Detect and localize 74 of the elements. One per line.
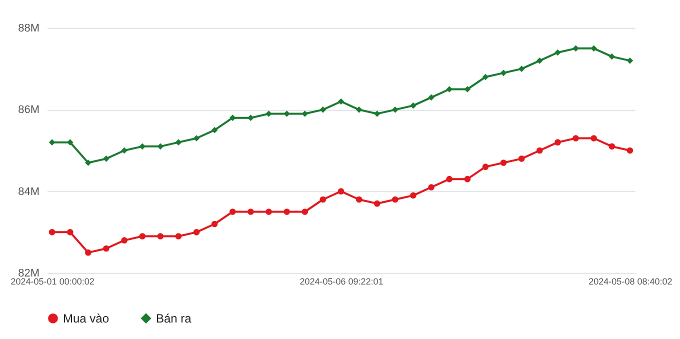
point — [392, 106, 398, 113]
point — [410, 192, 416, 199]
point — [266, 110, 272, 117]
point — [302, 110, 308, 117]
point — [320, 106, 326, 113]
point — [482, 74, 489, 80]
point — [175, 233, 182, 240]
point — [608, 53, 616, 60]
point — [103, 245, 110, 252]
point — [536, 147, 543, 154]
point — [500, 160, 507, 166]
point — [284, 208, 290, 215]
point — [139, 143, 146, 150]
point — [410, 102, 416, 109]
point — [626, 58, 634, 64]
point — [464, 176, 471, 182]
point — [554, 139, 561, 146]
point — [103, 156, 110, 162]
point — [482, 164, 489, 170]
legend-label: Mua vào — [63, 311, 110, 326]
point — [572, 45, 579, 52]
y-tick-label: 88M — [18, 22, 40, 34]
point — [446, 86, 453, 92]
point — [356, 196, 362, 203]
point — [518, 156, 525, 162]
x-tick-label: 2024-05-08 08:40:02 — [588, 276, 672, 286]
point — [536, 58, 543, 64]
point — [248, 208, 254, 215]
point — [302, 208, 308, 215]
point — [121, 237, 128, 244]
point — [428, 94, 434, 101]
point — [392, 196, 398, 203]
point — [211, 220, 218, 228]
point — [248, 114, 254, 121]
point — [608, 143, 616, 150]
point — [374, 200, 380, 207]
point — [48, 229, 56, 236]
point — [66, 229, 74, 236]
point — [626, 147, 634, 154]
point — [518, 66, 525, 72]
point — [590, 135, 597, 142]
legend-label: Bán ra — [156, 311, 192, 326]
y-tick-label: 86M — [18, 104, 40, 116]
point — [139, 233, 146, 240]
point — [211, 126, 218, 134]
point — [121, 147, 128, 154]
x-tick-label: 2024-05-06 09:22:01 — [300, 276, 384, 286]
point — [157, 143, 164, 150]
y-tick-label: 82M — [18, 268, 40, 280]
point — [175, 139, 182, 146]
point — [157, 233, 164, 240]
point — [464, 86, 471, 92]
point — [554, 49, 561, 56]
point — [446, 176, 453, 182]
point — [320, 196, 326, 203]
point — [428, 184, 434, 190]
x-tick-label: 2024-05-01 00:00:02 — [10, 276, 94, 286]
point — [66, 139, 74, 146]
point — [229, 208, 236, 215]
point — [266, 208, 272, 215]
point — [590, 45, 597, 52]
point — [193, 229, 200, 236]
point — [85, 160, 92, 166]
point — [356, 106, 362, 113]
point — [572, 135, 579, 142]
point — [338, 98, 344, 105]
point — [229, 114, 236, 121]
point — [193, 135, 200, 142]
point — [374, 110, 380, 117]
point — [500, 70, 507, 76]
y-tick-label: 84M — [18, 186, 40, 198]
point — [48, 139, 56, 146]
point — [85, 249, 92, 256]
point — [338, 188, 344, 194]
